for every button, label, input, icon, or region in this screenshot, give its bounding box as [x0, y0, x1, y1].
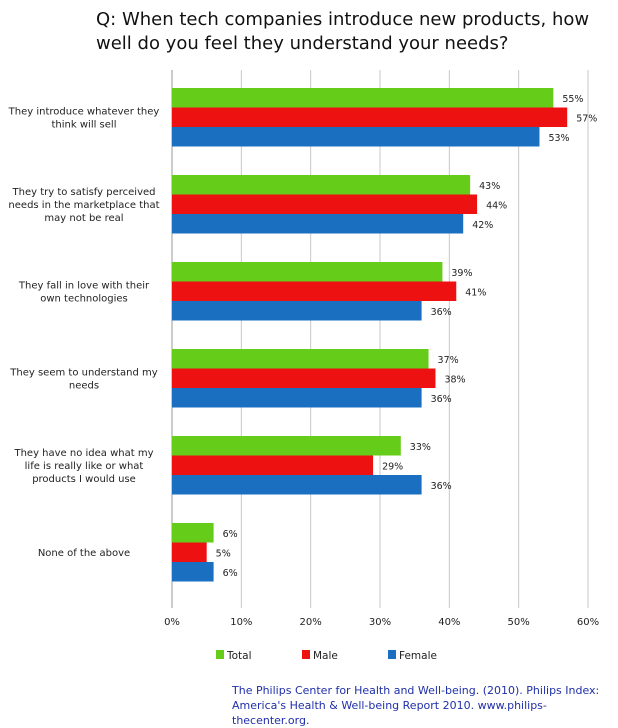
value-label: 36%	[431, 307, 452, 318]
category-label-line: products I would use	[32, 474, 136, 485]
value-label: 36%	[431, 481, 452, 492]
category-label: They seem to understand my needs	[9, 367, 157, 391]
value-label: 29%	[382, 461, 403, 472]
value-labels: 55% 57% 53% 43% 44% 42% 39% 41% 36% 37% 38% 36% 33% 2…	[216, 94, 598, 579]
category-label: They have no idea what my life is really …	[13, 448, 153, 485]
grid-lines	[171, 70, 589, 608]
category-label-line: They fall in love with their	[18, 280, 150, 291]
category-label-line: They try to satisfy perceived	[12, 187, 156, 198]
value-label: 6%	[223, 529, 238, 540]
legend: Total Male Female	[216, 650, 437, 662]
category-label-line: They introduce whatever they	[8, 106, 160, 117]
category-label-line: needs	[69, 380, 99, 391]
value-label: 43%	[479, 181, 500, 192]
bar-total	[172, 175, 471, 195]
category-label-line: They seem to understand my	[9, 367, 157, 378]
bar-chart: 55% 57% 53% 43% 44% 42% 39% 41% 36% 37% 38% 36% 33% 2…	[8, 70, 599, 662]
x-axis-ticks: 0% 10% 20% 30% 40% 50% 60%	[164, 617, 599, 628]
x-tick-label: 0%	[164, 617, 180, 628]
value-label: 42%	[472, 220, 493, 231]
x-tick-label: 40%	[438, 617, 460, 628]
category-label: They introduce whatever they think will s…	[8, 106, 160, 130]
legend-label-female: Female	[399, 650, 437, 662]
bar-female	[172, 388, 422, 408]
legend-label-total: Total	[226, 650, 252, 662]
bar-male	[172, 194, 478, 214]
legend-swatch-female	[388, 650, 396, 659]
category-label-line: life is really like or what	[25, 461, 144, 472]
value-label: 41%	[465, 287, 486, 298]
category-label: They try to satisfy perceived needs in th…	[8, 187, 159, 224]
value-label: 38%	[444, 374, 465, 385]
bar-male	[172, 281, 457, 301]
bar-female	[172, 214, 464, 234]
x-tick-label: 10%	[230, 617, 252, 628]
category-label: They fall in love with their own technolo…	[18, 280, 150, 304]
value-label: 36%	[431, 394, 452, 405]
legend-label-male: Male	[313, 650, 338, 662]
x-tick-label: 30%	[369, 617, 391, 628]
value-label: 37%	[438, 355, 459, 366]
bar-total	[172, 349, 429, 369]
category-labels: They introduce whatever they think will s…	[8, 106, 160, 559]
chart-title: Q: When tech companies introduce new pro…	[96, 9, 590, 54]
x-tick-label: 20%	[300, 617, 322, 628]
value-label: 6%	[223, 568, 238, 579]
bars	[172, 88, 568, 582]
value-label: 33%	[410, 442, 431, 453]
bar-total	[172, 436, 401, 456]
value-label: 39%	[451, 268, 472, 279]
category-label-line: own technologies	[40, 293, 128, 304]
x-tick-label: 60%	[577, 617, 599, 628]
category-label-line: needs in the marketplace that	[8, 200, 159, 211]
bar-male	[172, 107, 568, 127]
source-note: The Philips Center for Health and Well-b…	[232, 684, 600, 727]
bar-total	[172, 523, 214, 543]
legend-swatch-male	[302, 650, 310, 659]
category-label-line: None of the above	[38, 548, 130, 559]
x-tick-label: 50%	[508, 617, 530, 628]
bar-male	[172, 368, 436, 388]
category-label-line: may not be real	[44, 213, 123, 224]
bar-female	[172, 475, 422, 495]
bar-total	[172, 88, 554, 108]
category-label-line: They have no idea what my	[13, 448, 153, 459]
bar-male	[172, 455, 374, 475]
category-label: None of the above	[38, 548, 130, 559]
value-label: 57%	[576, 113, 597, 124]
bar-total	[172, 262, 443, 282]
bar-female	[172, 562, 214, 582]
category-label-line: think will sell	[52, 119, 117, 130]
value-label: 5%	[216, 548, 231, 559]
value-label: 53%	[548, 133, 569, 144]
bar-male	[172, 542, 207, 562]
legend-swatch-total	[216, 650, 224, 659]
bar-female	[172, 127, 540, 147]
value-label: 55%	[562, 94, 583, 105]
bar-female	[172, 301, 422, 321]
value-label: 44%	[486, 200, 507, 211]
